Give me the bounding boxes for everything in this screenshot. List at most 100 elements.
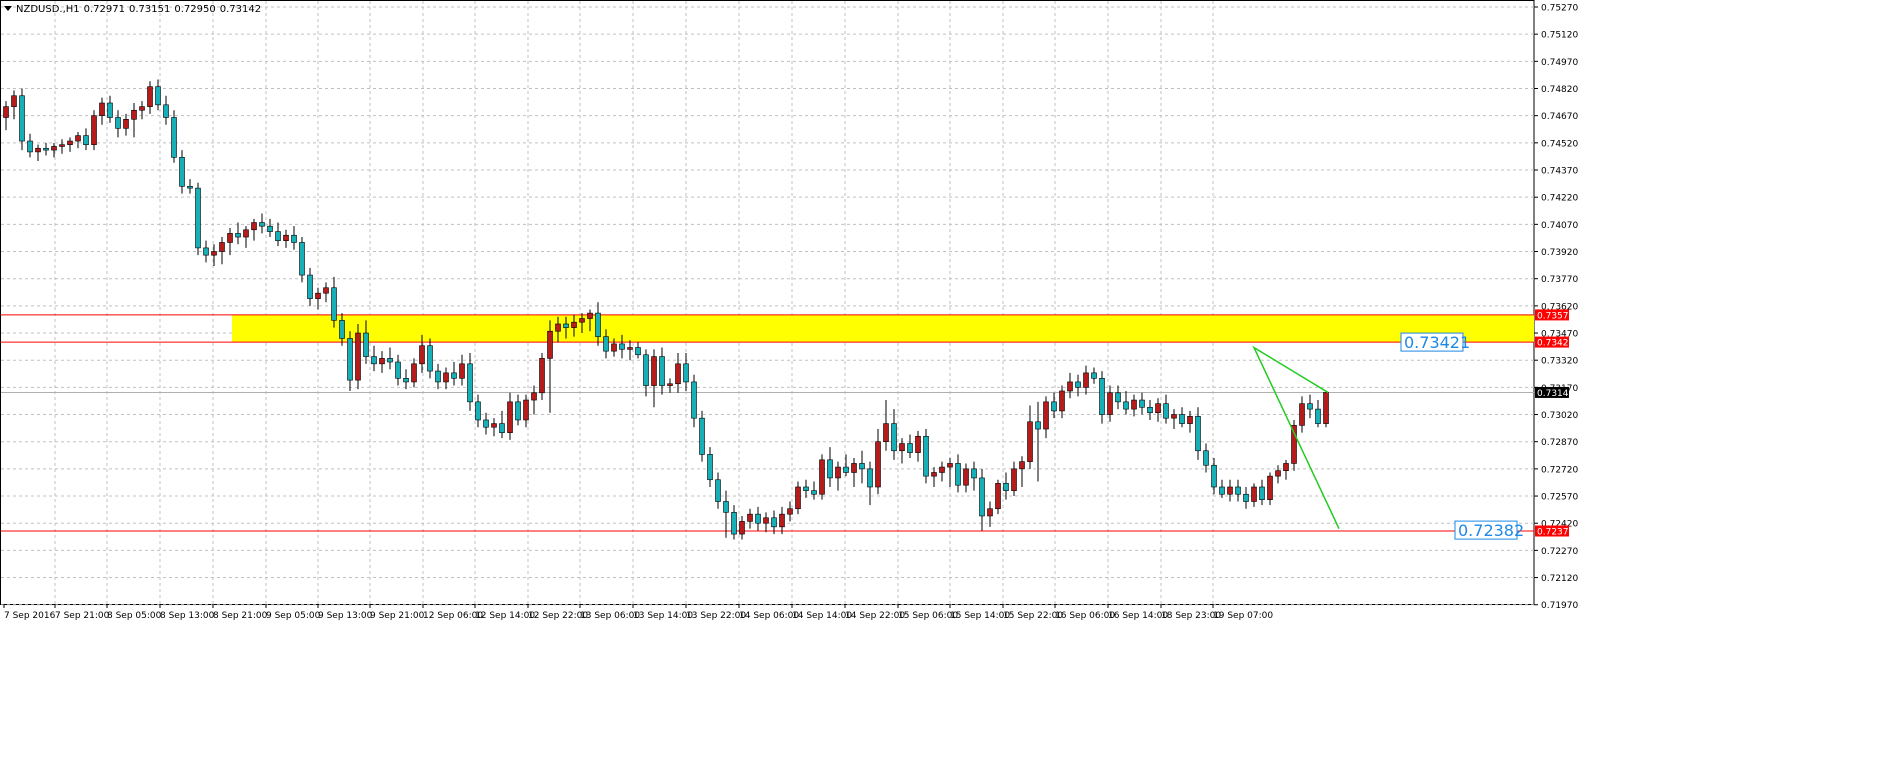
- candle-body: [835, 466, 841, 479]
- candle-body: [547, 330, 553, 359]
- candle-body: [259, 222, 265, 227]
- candle-body: [51, 146, 57, 151]
- candle-body: [1259, 486, 1265, 500]
- candle-body: [563, 323, 569, 328]
- candle-body: [1315, 408, 1321, 424]
- candle-body: [1027, 421, 1033, 462]
- candle-body: [307, 274, 313, 299]
- low-value: 0.72950: [174, 4, 216, 15]
- candle-body: [699, 417, 705, 455]
- candle-body: [1283, 463, 1289, 471]
- y-tick-label: 0.74970: [1541, 58, 1578, 68]
- open-value: 0.72971: [83, 4, 125, 15]
- price-annotation-box: [1454, 520, 1518, 540]
- candle-body: [747, 513, 753, 522]
- candle-body: [819, 459, 825, 495]
- level-price-tag: 0.73570: [1537, 311, 1574, 321]
- candle-body: [971, 468, 977, 479]
- candle-body: [603, 336, 609, 352]
- x-tick-label: 13 Sep 22:00: [686, 611, 746, 621]
- candle-body: [147, 86, 153, 107]
- level-price-tag: 0.72377: [1537, 528, 1574, 538]
- x-tick-label: 14 Sep 06:00: [739, 611, 799, 621]
- x-tick-label: 15 Sep 14:00: [950, 611, 1010, 621]
- candle-body: [1147, 406, 1153, 414]
- x-tick-label: 9 Sep 05:00: [266, 611, 321, 621]
- candle-body: [739, 521, 745, 535]
- candle-body: [1035, 421, 1041, 430]
- y-tick-label: 0.75120: [1541, 31, 1578, 41]
- y-tick-label: 0.73320: [1541, 357, 1578, 367]
- candle-body: [787, 508, 793, 515]
- candle-body: [803, 486, 809, 491]
- candle-body: [99, 102, 105, 116]
- x-tick-label: 16 Sep 06:00: [1055, 611, 1115, 621]
- close-value: 0.73142: [219, 4, 262, 15]
- candle-body: [1131, 399, 1137, 410]
- candle-body: [923, 435, 929, 477]
- candle-body: [1043, 401, 1049, 430]
- candle-body: [83, 135, 89, 145]
- candle-body: [451, 372, 457, 379]
- candle-body: [571, 321, 577, 328]
- candle-body: [3, 106, 9, 118]
- candle-body: [483, 419, 489, 428]
- candle-body: [1243, 493, 1249, 502]
- candle-body: [1115, 392, 1121, 403]
- price-annotation-box: [1400, 332, 1464, 352]
- candle-body: [267, 225, 273, 232]
- x-tick-label: 16 Sep 14:00: [1108, 611, 1168, 621]
- candle-body: [619, 343, 625, 350]
- candle-body: [955, 463, 961, 486]
- x-tick-label: 12 Sep 22:00: [528, 611, 588, 621]
- candle-body: [403, 378, 409, 383]
- candle-body: [915, 435, 921, 453]
- candle-body: [1307, 403, 1313, 410]
- candle-body: [11, 95, 17, 107]
- candle-body: [379, 358, 385, 365]
- candle-body: [131, 109, 137, 120]
- candle-body: [435, 370, 441, 383]
- candle-body: [851, 463, 857, 473]
- candle-body: [323, 287, 329, 294]
- candle-body: [299, 242, 305, 276]
- y-tick-label: 0.74220: [1541, 194, 1578, 204]
- candle-body: [123, 118, 129, 129]
- candle-body: [91, 115, 97, 145]
- candle-body: [779, 513, 785, 528]
- candle-body: [539, 358, 545, 394]
- candle-body: [531, 392, 537, 401]
- y-tick-label: 0.74070: [1541, 221, 1578, 231]
- candle-body: [219, 242, 225, 252]
- x-tick-label: 12 Sep 06:00: [423, 611, 483, 621]
- level-price-tag-bg: [1535, 309, 1569, 321]
- candle-body: [443, 372, 449, 383]
- candle-body: [867, 468, 873, 488]
- candle-body: [1099, 378, 1105, 415]
- x-tick-label: 15 Sep 22:00: [1003, 611, 1063, 621]
- candle-body: [907, 443, 913, 453]
- candle-body: [115, 117, 121, 129]
- candle-body: [411, 363, 417, 383]
- candle-body: [843, 466, 849, 473]
- candle-body: [1171, 414, 1177, 419]
- resistance-zone: [232, 314, 1534, 343]
- candle-body: [643, 354, 649, 386]
- candle-body: [1003, 483, 1009, 491]
- x-tick-label: 15 Sep 06:00: [898, 611, 958, 621]
- y-tick-label: 0.75270: [1541, 4, 1578, 14]
- candle-body: [27, 140, 33, 153]
- x-tick-label: 8 Sep 05:00: [107, 611, 162, 621]
- candle-body: [467, 363, 473, 403]
- candle-body: [35, 147, 41, 153]
- x-tick-label: 14 Sep 22:00: [845, 611, 905, 621]
- candle-body: [243, 229, 249, 238]
- y-tick-label: 0.72870: [1541, 438, 1578, 448]
- caret-down-icon[interactable]: [4, 5, 12, 11]
- x-tick-label: 8 Sep 21:00: [213, 611, 268, 621]
- x-tick-label: 7 Sep 21:00: [55, 611, 110, 621]
- x-tick-label: 13 Sep 06:00: [580, 611, 640, 621]
- candle-body: [363, 332, 369, 357]
- candle-body: [75, 135, 81, 142]
